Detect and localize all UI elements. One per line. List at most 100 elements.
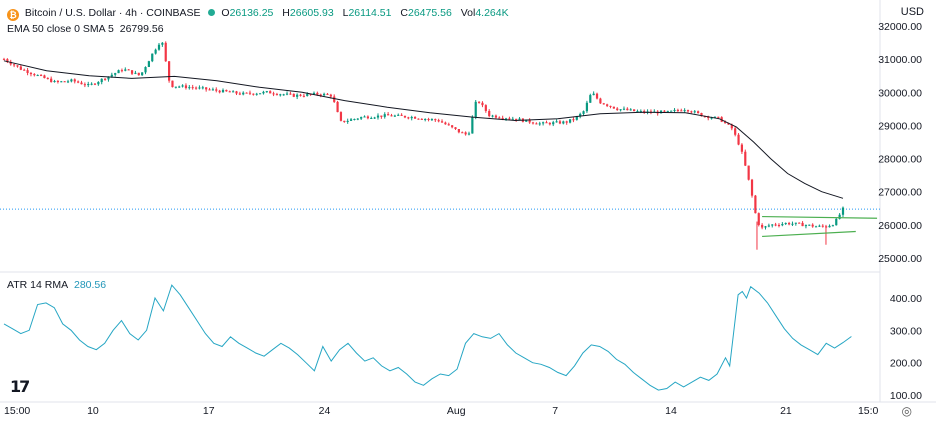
candle-body — [565, 121, 568, 123]
candle-body — [336, 101, 339, 113]
candle-body — [19, 66, 22, 70]
price-tick-label: 26000.00 — [878, 220, 922, 232]
candle-body — [757, 213, 760, 225]
candle-body — [528, 119, 531, 123]
candle-body — [407, 117, 410, 119]
time-tick-label: 15:00 — [4, 405, 30, 417]
candle-body — [272, 93, 275, 95]
candle-body — [178, 86, 181, 88]
candle-body — [491, 115, 494, 117]
price-tick-label: 27000.00 — [878, 187, 922, 199]
candle-body — [46, 78, 49, 80]
candle-body — [77, 81, 80, 83]
candle-body — [427, 119, 430, 121]
candle-body — [616, 108, 619, 111]
candle-body — [420, 118, 423, 120]
atr-legend[interactable]: ATR 14 RMA 280.56 — [7, 278, 109, 292]
candle-body — [387, 114, 390, 116]
candle-body — [228, 91, 231, 93]
candle-body — [454, 127, 457, 130]
candle-body — [777, 224, 781, 226]
candle-body — [488, 110, 491, 117]
candle-body — [602, 103, 605, 105]
candle-body — [225, 89, 228, 92]
candle-body — [545, 122, 548, 124]
candle-body — [494, 115, 498, 118]
candle-body — [343, 120, 346, 122]
settings-gear-icon[interactable]: ◎ — [901, 404, 912, 418]
candle-body — [9, 61, 12, 65]
candle-body — [754, 195, 757, 214]
ohlc-volume: Vol4.264K — [460, 7, 509, 19]
candle-body — [235, 91, 238, 94]
candle-body — [33, 74, 36, 76]
candle-body — [572, 119, 575, 121]
candle-body — [184, 85, 188, 89]
candle-body — [80, 82, 83, 85]
candle-body — [838, 214, 841, 219]
candle-body — [767, 225, 770, 227]
candle-body — [124, 69, 127, 71]
candle-body — [626, 108, 629, 111]
candle-body — [717, 116, 720, 118]
ema-label: EMA 50 close 0 SMA 5 — [7, 23, 114, 35]
candle-body — [700, 113, 703, 117]
currency-selector[interactable]: USD — [900, 6, 924, 18]
candle-body — [127, 69, 130, 71]
candle-body — [36, 75, 39, 77]
candle-body — [740, 144, 744, 152]
candle-body — [555, 121, 558, 123]
candle-body — [686, 110, 690, 112]
candle-body — [191, 87, 194, 89]
candle-body — [265, 91, 268, 93]
candle-body — [356, 118, 359, 120]
candle-body — [417, 118, 420, 120]
candle-body — [43, 75, 46, 79]
candle-body — [110, 74, 113, 77]
candle-body — [542, 122, 545, 124]
candle-body — [424, 119, 427, 121]
ohlc-open: O26136.25 — [221, 7, 274, 19]
chart-legend: ₿ Bitcoin / U.S. Dollar · 4h · COINBASE … — [7, 6, 515, 21]
candle-body — [269, 91, 272, 94]
time-tick-label: 7 — [552, 405, 558, 417]
ema-legend[interactable]: EMA 50 close 0 SMA 5 26799.56 — [7, 22, 167, 36]
candle-body — [26, 70, 29, 73]
time-tick-label: 17 — [203, 405, 215, 417]
tradingview-logo-icon: 17 — [10, 377, 30, 396]
candle-body — [531, 122, 535, 124]
candle-body — [205, 87, 208, 90]
candle-body — [585, 102, 589, 112]
candle-body — [609, 105, 612, 107]
candle-body — [410, 116, 413, 119]
candle-body — [552, 122, 555, 125]
symbol-title[interactable]: Bitcoin / U.S. Dollar · 4h · COINBASE — [24, 7, 201, 19]
candle-body — [137, 72, 140, 76]
candle-body — [548, 122, 551, 125]
candle-body — [245, 92, 248, 94]
candle-body — [346, 120, 349, 122]
candle-body — [255, 93, 258, 95]
candle-body — [323, 93, 326, 96]
candle-body — [508, 118, 511, 120]
candle-body — [215, 89, 218, 91]
candle-body — [151, 53, 154, 62]
time-tick-label: Aug — [447, 405, 466, 417]
ohlc-low: L26114.51 — [342, 7, 392, 19]
candle-body — [232, 91, 235, 93]
candle-body — [53, 80, 56, 83]
candle-body — [144, 67, 147, 73]
candle-body — [747, 165, 750, 180]
candle-body — [373, 117, 376, 119]
price-tick-label: 28000.00 — [878, 154, 922, 166]
candle-body — [464, 132, 467, 135]
candle-body — [292, 93, 295, 97]
atr-label: ATR 14 RMA — [7, 279, 69, 291]
candle-body — [319, 94, 322, 96]
candle-body — [808, 224, 811, 226]
candle-body — [828, 225, 831, 228]
ema-value: 26799.56 — [119, 23, 164, 35]
candle-body — [13, 64, 16, 66]
candle-body — [467, 133, 471, 135]
